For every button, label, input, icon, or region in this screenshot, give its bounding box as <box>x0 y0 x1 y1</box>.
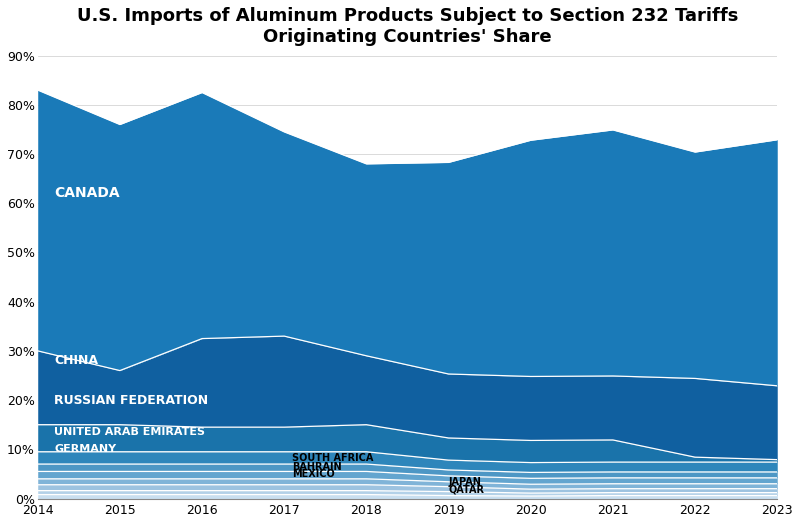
Text: UNITED ARAB EMIRATES: UNITED ARAB EMIRATES <box>54 427 205 437</box>
Text: QATAR: QATAR <box>449 485 485 495</box>
Text: MEXICO: MEXICO <box>293 470 335 479</box>
Text: BAHRAIN: BAHRAIN <box>293 462 342 472</box>
Text: GERMANY: GERMANY <box>54 444 116 454</box>
Title: U.S. Imports of Aluminum Products Subject to Section 232 Tariffs
Originating Cou: U.S. Imports of Aluminum Products Subjec… <box>77 7 738 46</box>
Text: CHINA: CHINA <box>54 354 98 367</box>
Text: JAPAN: JAPAN <box>449 477 482 487</box>
Text: RUSSIAN FEDERATION: RUSSIAN FEDERATION <box>54 394 208 407</box>
Text: SOUTH AFRICA: SOUTH AFRICA <box>293 453 374 463</box>
Text: CANADA: CANADA <box>54 187 120 200</box>
